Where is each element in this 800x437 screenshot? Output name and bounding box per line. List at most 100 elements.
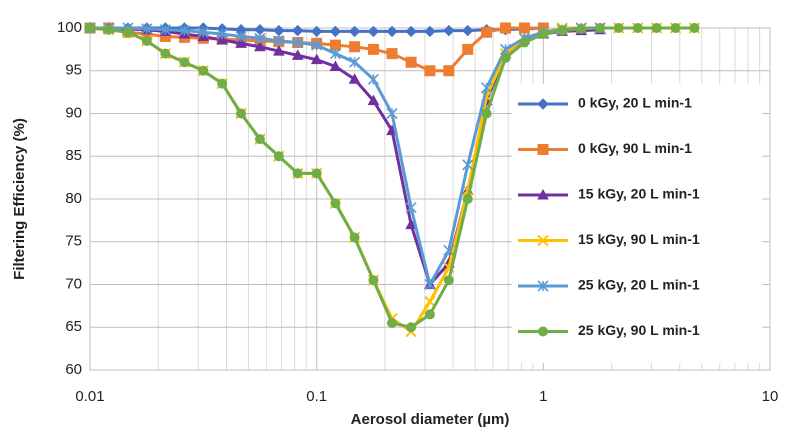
marker (500, 52, 511, 63)
marker (518, 22, 530, 34)
legend-label: 25 kGy, 20 L min-1 (578, 277, 700, 293)
x-tick-label: 0.01 (75, 388, 104, 405)
marker (500, 22, 512, 34)
marker (216, 33, 229, 45)
marker (273, 35, 285, 47)
marker (292, 24, 304, 37)
marker (632, 23, 643, 33)
marker (273, 24, 285, 37)
marker (424, 309, 435, 320)
marker (481, 108, 492, 119)
marker (349, 56, 361, 68)
marker (367, 73, 379, 85)
y-axis-title: Filtering Efficiency (%) (11, 118, 28, 280)
marker (348, 73, 361, 84)
legend-box (512, 84, 762, 363)
marker (537, 98, 549, 110)
y-tick-label: 75 (65, 233, 82, 250)
marker (405, 25, 417, 38)
marker (235, 30, 247, 43)
marker (160, 48, 171, 59)
marker (462, 43, 474, 55)
series-line (90, 26, 601, 289)
marker (368, 275, 379, 286)
marker (386, 48, 398, 60)
marker (367, 43, 379, 55)
marker (462, 24, 474, 37)
marker (499, 43, 512, 55)
marker (216, 28, 228, 40)
marker (310, 25, 323, 38)
marker (254, 134, 265, 145)
marker (386, 25, 398, 38)
marker (576, 23, 587, 34)
marker (349, 232, 360, 243)
y-tick-label: 90 (65, 104, 82, 121)
marker (198, 65, 209, 76)
marker (519, 37, 530, 48)
marker (405, 56, 417, 68)
marker (386, 107, 398, 120)
marker (557, 25, 568, 36)
marker (613, 23, 624, 33)
marker (85, 23, 95, 33)
marker (292, 36, 304, 49)
y-tick-label: 60 (65, 361, 82, 378)
marker (141, 35, 152, 46)
marker (538, 28, 549, 39)
marker (405, 218, 417, 230)
y-tick-label: 65 (65, 318, 82, 335)
marker (272, 45, 285, 56)
x-tick-label: 0.1 (306, 388, 327, 405)
legend-label: 15 kGy, 20 L min-1 (578, 186, 700, 202)
marker (235, 37, 247, 48)
marker (538, 326, 548, 337)
marker (443, 24, 455, 37)
x-axis-title: Aerosol diameter (µm) (351, 411, 510, 428)
y-tick-label: 95 (65, 62, 82, 79)
marker (329, 60, 342, 71)
marker (217, 78, 228, 89)
y-tick-label: 100 (57, 19, 82, 36)
marker (349, 41, 361, 53)
legend-label: 15 kGy, 90 L min-1 (578, 231, 700, 247)
legend-label: 0 kGy, 90 L min-1 (578, 140, 692, 156)
marker (236, 108, 247, 119)
marker (311, 168, 322, 179)
marker (595, 23, 606, 33)
marker (291, 49, 304, 60)
x-tick-label: 1 (539, 388, 547, 405)
marker (348, 25, 361, 38)
marker (537, 144, 549, 155)
marker (462, 159, 474, 171)
marker (443, 65, 455, 77)
marker (406, 322, 417, 333)
marker (254, 40, 266, 52)
y-tick-label: 85 (65, 147, 82, 164)
marker (329, 25, 342, 38)
marker (197, 26, 209, 38)
marker (405, 201, 417, 214)
marker (462, 194, 473, 204)
marker (141, 23, 153, 35)
marker (310, 53, 323, 65)
marker (367, 25, 380, 38)
marker (159, 24, 171, 36)
marker (424, 278, 436, 291)
marker (254, 24, 266, 36)
x-tick-label: 10 (762, 388, 779, 405)
marker (481, 82, 493, 94)
marker (651, 23, 662, 33)
y-tick-label: 70 (65, 275, 82, 292)
legend-label: 25 kGy, 90 L min-1 (578, 322, 700, 338)
marker (387, 317, 398, 328)
marker (481, 26, 493, 38)
marker (670, 23, 681, 33)
marker (329, 39, 341, 51)
marker (537, 234, 549, 247)
marker (443, 244, 455, 256)
marker (329, 48, 341, 60)
marker (311, 39, 323, 51)
marker (537, 188, 549, 200)
